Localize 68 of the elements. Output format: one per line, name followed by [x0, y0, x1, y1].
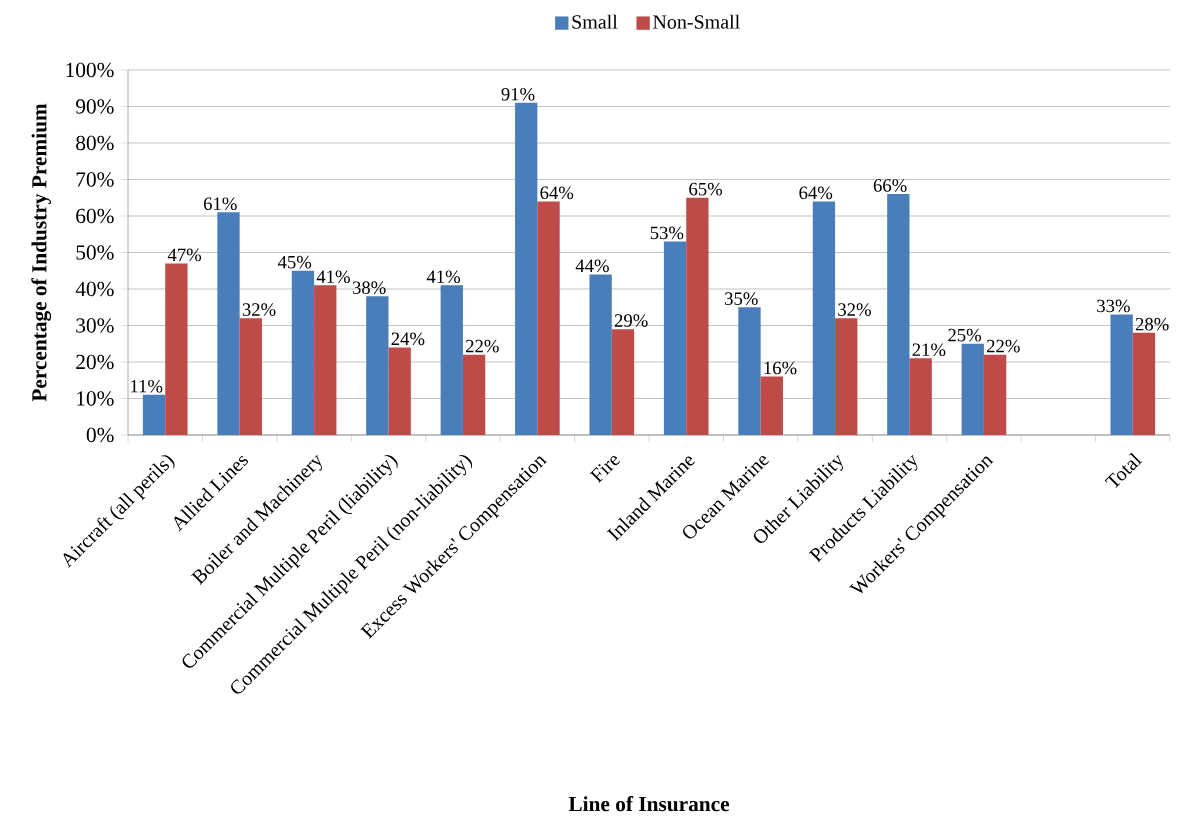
data-label: 38%	[352, 281, 386, 295]
data-label: 29%	[614, 314, 648, 327]
bar	[663, 241, 687, 435]
data-label: 33%	[1097, 299, 1130, 313]
data-label: 32%	[838, 303, 871, 316]
y-tick-label: 80%	[76, 135, 114, 151]
bar	[440, 285, 463, 435]
legend-label: Non-Small	[653, 14, 740, 29]
y-tick-label: 60%	[76, 208, 114, 224]
data-label: 22%	[987, 339, 1020, 353]
data-label: 41%	[316, 270, 350, 284]
bar	[686, 197, 709, 435]
bar	[961, 343, 984, 435]
bar	[462, 354, 486, 435]
data-label: 66%	[873, 179, 907, 192]
y-tick-label: 90%	[75, 99, 114, 114]
y-tick-label: 70%	[76, 172, 114, 187]
bar	[291, 270, 315, 435]
data-label: 21%	[912, 343, 946, 357]
bar	[537, 201, 560, 435]
bar	[589, 274, 612, 435]
bar	[165, 263, 188, 435]
y-tick-label: 100%	[66, 62, 114, 78]
data-label: 64%	[799, 186, 833, 200]
bar	[1132, 332, 1156, 435]
data-label: 53%	[650, 226, 684, 240]
y-tick-label: 40%	[75, 281, 114, 297]
bar	[388, 347, 411, 435]
data-label: 47%	[167, 248, 202, 262]
x-axis-title: Line of Insurance	[568, 795, 730, 812]
bar	[738, 307, 761, 435]
data-label: 11%	[131, 379, 163, 393]
y-tick-label: 50%	[76, 245, 114, 260]
data-label: 24%	[391, 332, 425, 346]
bar	[611, 329, 635, 435]
bar	[217, 212, 240, 435]
x-tick-label: Fire	[589, 456, 620, 484]
data-label: 45%	[277, 255, 312, 269]
y-tick-label: 20%	[76, 354, 114, 370]
bar	[515, 102, 538, 435]
data-label: 64%	[540, 186, 574, 200]
bar	[314, 285, 337, 435]
bar	[760, 376, 783, 435]
y-tick-label: 10%	[77, 391, 114, 406]
data-label: 41%	[426, 270, 461, 284]
data-label: 25%	[948, 328, 982, 342]
bar	[812, 201, 836, 435]
bar	[1110, 314, 1133, 435]
data-label: 28%	[1135, 317, 1169, 331]
data-label: 22%	[466, 339, 499, 353]
data-label: 91%	[501, 87, 535, 101]
data-label: 16%	[764, 361, 797, 375]
data-label: 32%	[242, 303, 276, 316]
y-tick-label: 0%	[86, 427, 114, 443]
bar	[239, 318, 262, 435]
y-tick-label: 30%	[76, 318, 114, 333]
bar	[909, 358, 932, 435]
legend-label: Small	[572, 14, 618, 29]
bar	[887, 194, 910, 435]
data-label: 61%	[203, 197, 237, 211]
y-axis-title: Percentage of Industry Premium	[31, 103, 52, 402]
data-label: 65%	[689, 182, 723, 196]
bar	[983, 354, 1007, 435]
data-label: 35%	[725, 292, 758, 305]
bar	[366, 296, 389, 435]
bar	[835, 318, 858, 435]
data-label: 44%	[575, 259, 609, 273]
bar	[142, 394, 166, 435]
